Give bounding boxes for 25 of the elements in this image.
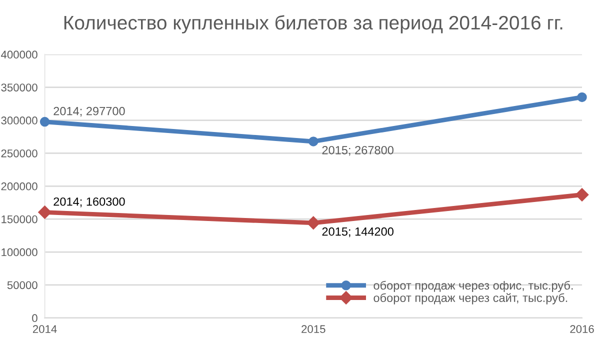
y-tick-label: 100000 — [2, 248, 38, 256]
chart-title: Количество купленных билетов за период 2014-2016 гг. — [64, 15, 562, 34]
point — [577, 92, 587, 102]
x-tick-label: 2014 — [32, 325, 57, 334]
point — [40, 116, 50, 127]
y-tick-label: 50000 — [7, 281, 38, 290]
legend-label: оборот продаж через сайт, тыс.руб. — [374, 293, 568, 304]
x-tick-label: 2016 — [570, 325, 594, 334]
point — [38, 206, 52, 219]
data-label: 2015; 267800 — [322, 146, 394, 156]
legend-label: оборот продаж через офис, тыс.руб. — [374, 280, 573, 292]
x-tick-label: 2015 — [302, 325, 326, 334]
y-tick-label: 350000 — [1, 84, 38, 92]
data-label: 2015; 144200 — [322, 227, 394, 238]
data-label: 2014; 297700 — [54, 106, 125, 117]
data-label: 2014; 160300 — [54, 197, 125, 208]
y-tick-label: 300000 — [1, 116, 38, 124]
y-tick-label: 0 — [32, 314, 38, 322]
point — [575, 188, 589, 202]
point — [306, 216, 320, 230]
point — [308, 136, 318, 146]
y-tick-label: 400000 — [1, 50, 38, 59]
y-tick-label: 200000 — [1, 182, 38, 190]
y-tick-label: 250000 — [1, 149, 38, 158]
y-tick-label: 150000 — [2, 215, 38, 224]
